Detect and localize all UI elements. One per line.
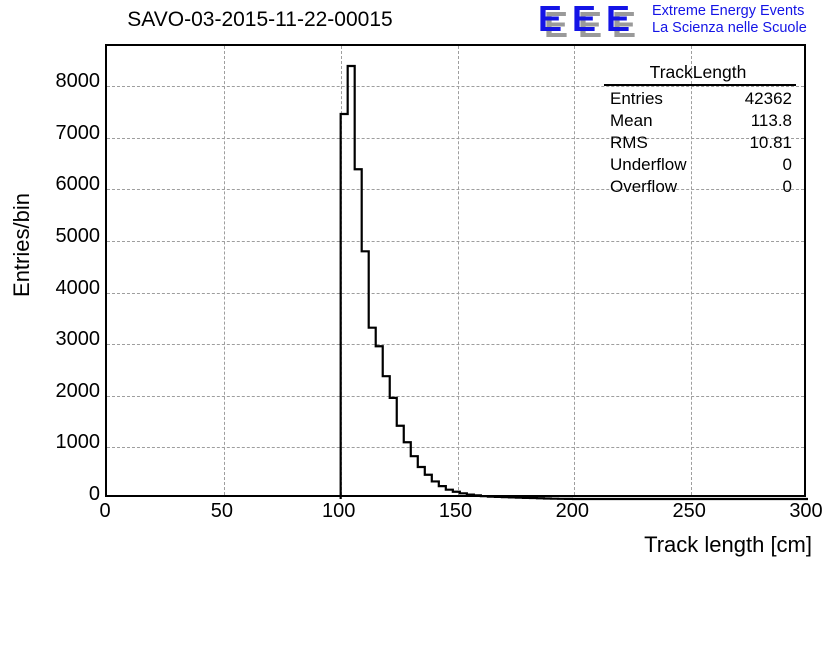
grid-line-vertical — [574, 46, 576, 495]
eee-logo-line1: Extreme Energy Events — [652, 3, 805, 19]
grid-line-horizontal — [107, 189, 804, 191]
x-tick-minor — [107, 630, 108, 637]
x-tick-minor — [107, 548, 108, 555]
x-tick-major — [107, 644, 109, 657]
y-tick-label: 8000 — [55, 70, 101, 93]
eee-logo-glyph-1: E — [538, 0, 563, 39]
histogram-series — [339, 64, 808, 501]
statistics-rows: Entries 42362 Mean 113.8 RMS 10.81 Underflow 0 O… — [600, 88, 796, 198]
x-tick-label: 150 — [438, 500, 473, 522]
x-tick-minor — [107, 506, 108, 513]
x-tick-label: 200 — [555, 500, 590, 522]
x-tick-minor — [107, 616, 108, 623]
eee-logo-text: Extreme Energy Events La Scienza nelle S… — [652, 3, 807, 37]
grid-line-horizontal — [107, 395, 804, 397]
x-tick-minor — [107, 520, 108, 527]
x-tick-minor — [107, 588, 108, 595]
x-tick-minor-top — [107, 541, 108, 548]
grid-line-horizontal — [107, 137, 804, 139]
eee-logo-line2: La Scienza nelle Scuole — [652, 20, 807, 36]
statistics-value: 0 — [782, 177, 792, 196]
statistics-value: 42362 — [744, 89, 792, 108]
grid-line-horizontal — [107, 344, 804, 346]
x-tick-major-top — [107, 575, 109, 588]
x-tick-minor — [107, 534, 108, 541]
x-tick-label: 0 — [99, 500, 111, 522]
statistics-row: Entries 42362 — [600, 88, 796, 110]
statistics-row: RMS 10.81 — [600, 132, 796, 154]
statistics-value: 10.81 — [749, 133, 792, 152]
statistics-row: Underflow 0 — [600, 154, 796, 176]
y-tick-label: 1000 — [55, 431, 101, 454]
grid-line-horizontal — [107, 240, 804, 242]
y-axis-tick-labels: 0 1000 2000 3000 4000 5000 6000 7000 8000 — [4, 0, 101, 572]
y-tick-label: 3000 — [55, 328, 101, 351]
eee-logo-mark: E E E E E E — [538, 0, 648, 43]
statistics-key: RMS — [610, 133, 648, 152]
x-tick-minor-top — [107, 623, 108, 630]
page-title: SAVO-03-2015-11-22-00015 — [127, 8, 393, 31]
statistics-key: Mean — [610, 111, 653, 130]
x-tick-label: 300 — [789, 500, 823, 522]
y-tick-label: 4000 — [55, 276, 101, 299]
x-tick-minor-top — [107, 527, 108, 534]
x-tick-minor — [107, 602, 108, 609]
eee-logo: E E E E E E Extreme Energy Events La Sci… — [538, 0, 834, 44]
eee-logo-glyph-3: E — [606, 0, 631, 39]
grid-line-vertical — [457, 46, 459, 495]
x-tick-label: 250 — [672, 500, 706, 522]
x-tick-minor-top — [107, 595, 108, 602]
y-tick-label: 2000 — [55, 379, 101, 402]
statistics-row: Mean 113.8 — [600, 110, 796, 132]
statistics-key: Underflow — [610, 155, 687, 174]
statistics-row: Overflow 0 — [600, 176, 796, 198]
eee-logo-shadow-glyph-2: E — [578, 4, 603, 45]
x-tick-minor-top — [107, 609, 108, 616]
x-tick-major — [107, 562, 109, 575]
grid-line-horizontal — [107, 447, 804, 449]
eee-logo-shadow-glyph-3: E — [612, 4, 637, 45]
statistics-key: Overflow — [610, 177, 678, 196]
eee-logo-glyph-2: E — [572, 0, 597, 39]
y-tick-label: 6000 — [55, 173, 101, 196]
y-tick-label: 0 — [88, 483, 100, 505]
plot-area — [105, 44, 808, 501]
histogram-outline — [339, 64, 574, 500]
statistics-title: TrackLength — [649, 62, 747, 82]
grid-line-horizontal — [107, 86, 804, 88]
grid-line-vertical — [691, 46, 693, 495]
eee-logo-shadow-glyph-1: E — [544, 4, 569, 45]
x-tick-minor-top — [107, 555, 108, 562]
y-tick-label: 7000 — [55, 121, 101, 144]
x-axis-title: Track length [cm] — [644, 532, 812, 557]
statistics-box: TrackLength Entries 42362 Mean 113.8 RMS 10.8… — [600, 62, 796, 198]
statistics-value: 0 — [782, 155, 792, 174]
x-tick-minor-top — [107, 637, 108, 644]
x-tick-minor-top — [107, 513, 108, 520]
x-tick-major-top — [107, 657, 109, 670]
grid-line-vertical — [223, 46, 225, 495]
x-tick-label: 50 — [210, 500, 233, 522]
y-tick-label: 5000 — [55, 224, 101, 247]
x-tick-label: 100 — [321, 500, 356, 522]
grid-line-horizontal — [107, 292, 804, 294]
statistics-divider — [604, 84, 796, 86]
statistics-key: Entries — [610, 89, 663, 108]
statistics-value: 113.8 — [750, 111, 792, 130]
